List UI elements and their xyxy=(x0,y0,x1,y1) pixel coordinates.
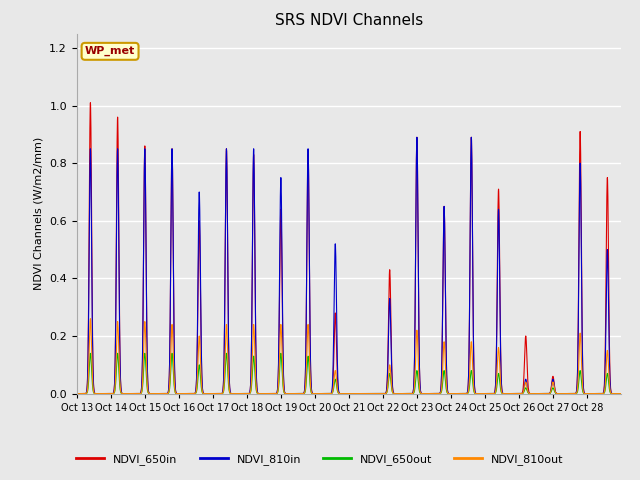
Y-axis label: NDVI Channels (W/m2/mm): NDVI Channels (W/m2/mm) xyxy=(34,137,44,290)
Text: WP_met: WP_met xyxy=(85,46,135,57)
Legend: NDVI_650in, NDVI_810in, NDVI_650out, NDVI_810out: NDVI_650in, NDVI_810in, NDVI_650out, NDV… xyxy=(72,450,568,469)
Title: SRS NDVI Channels: SRS NDVI Channels xyxy=(275,13,423,28)
